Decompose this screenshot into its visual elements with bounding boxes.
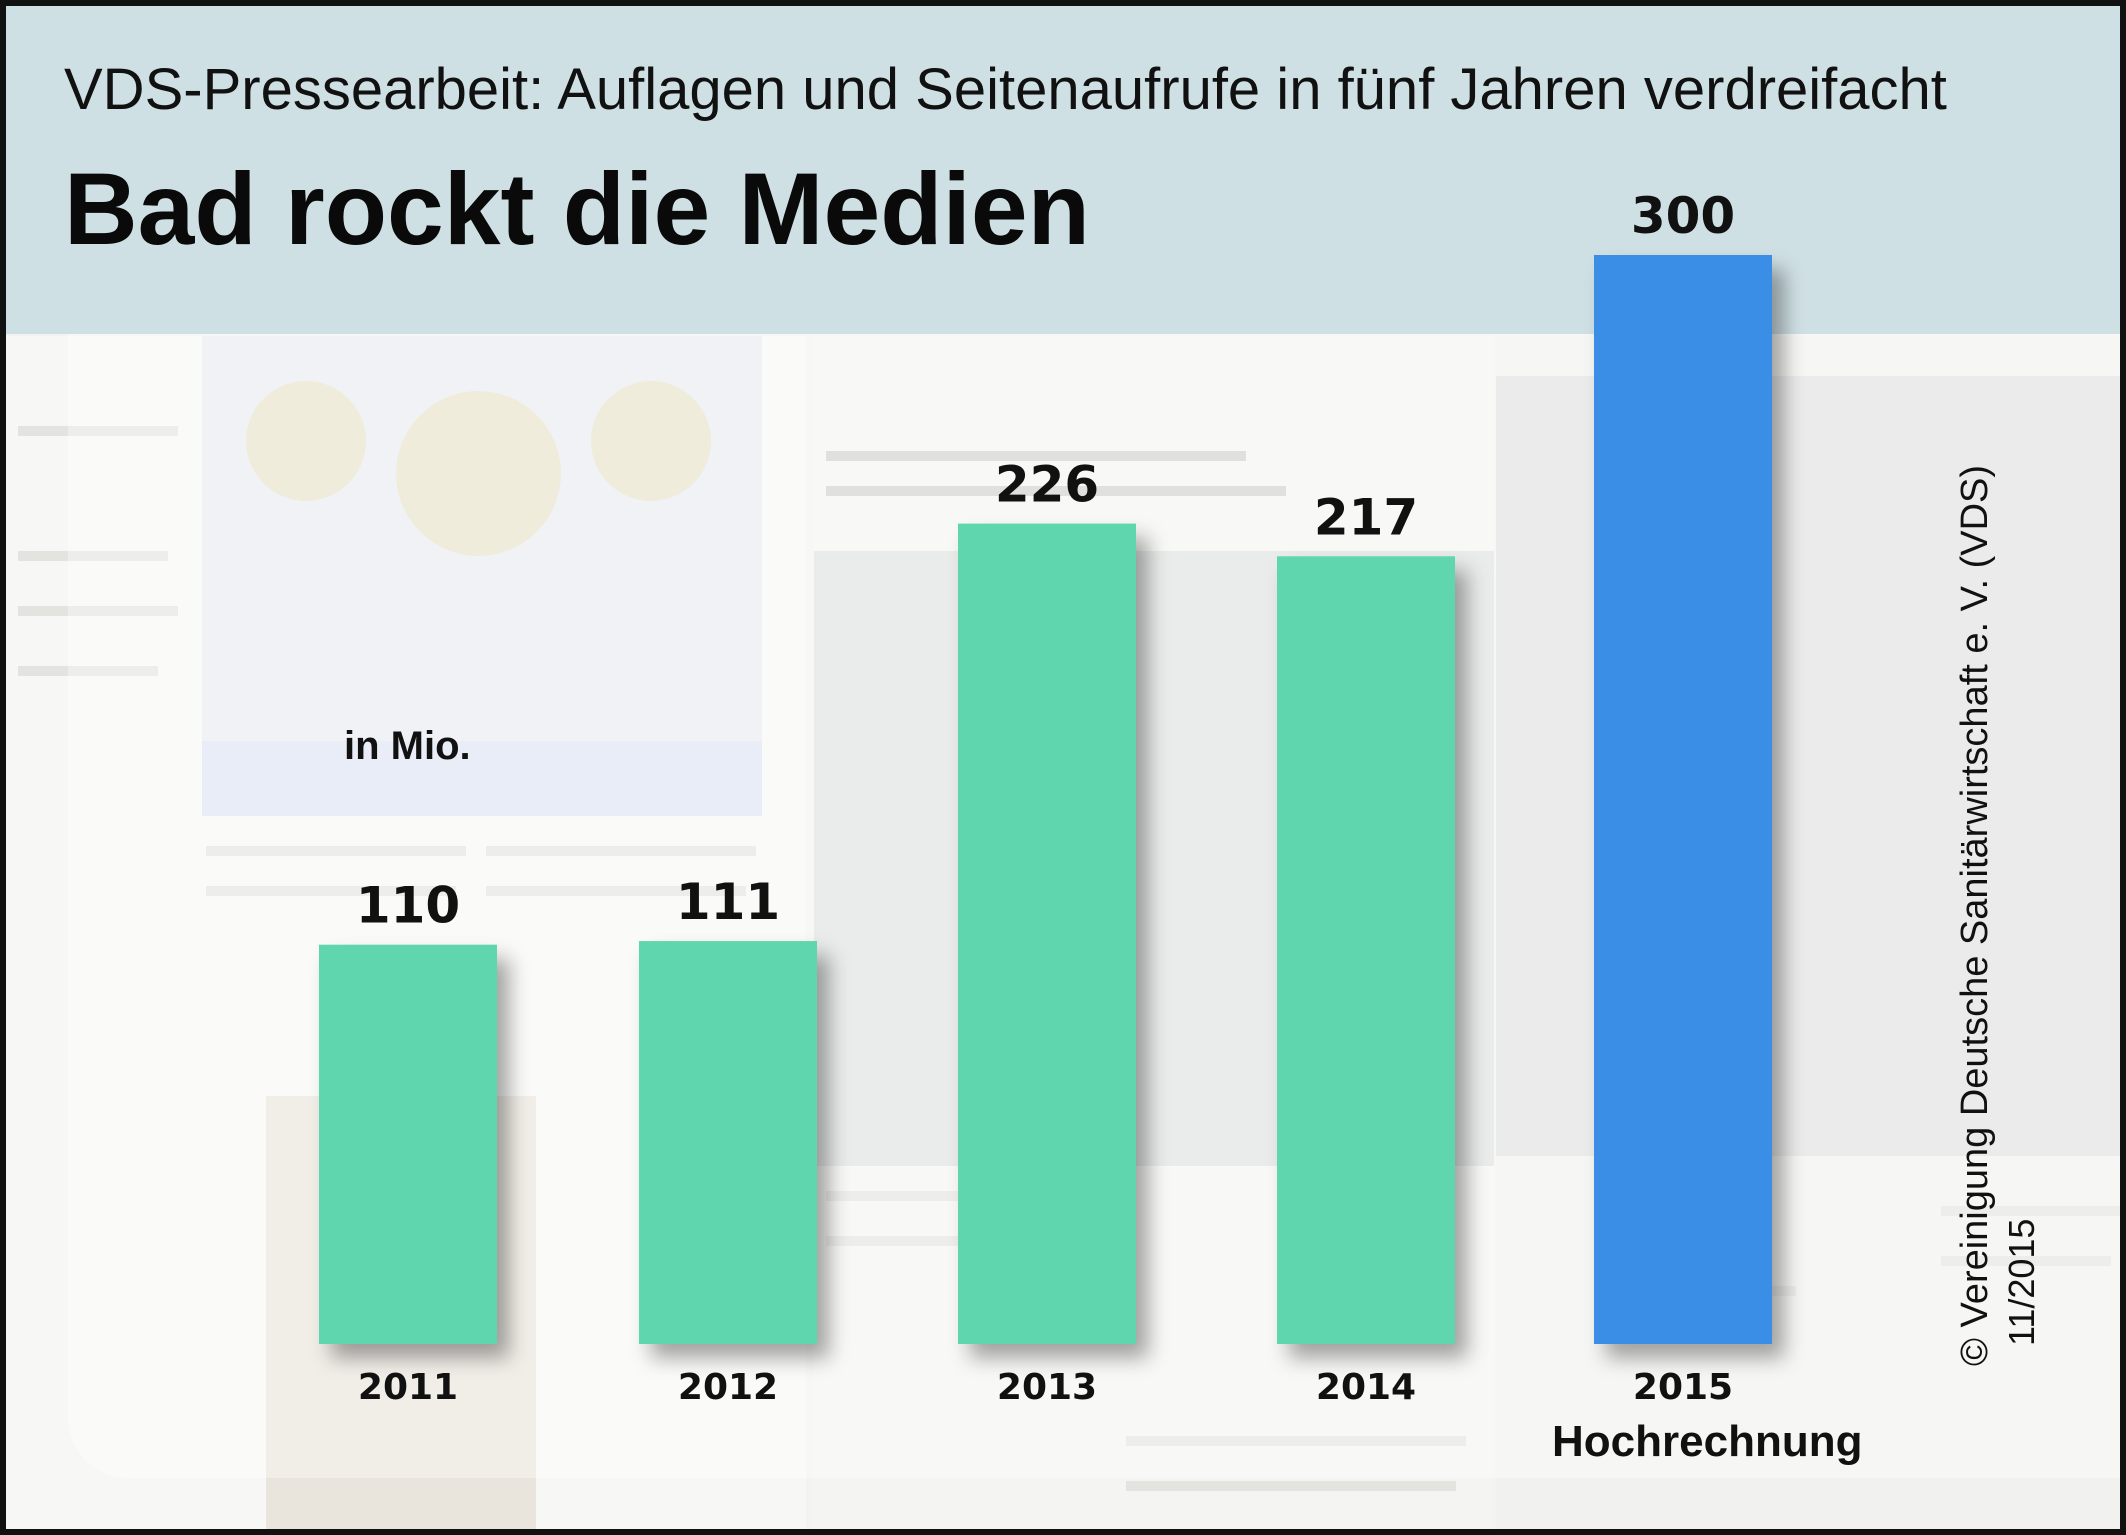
collage-text-line <box>1126 1436 1466 1446</box>
collage-text-line <box>486 846 756 856</box>
collage-text-line <box>1126 1481 1456 1491</box>
chart-title: Bad rockt die Medien <box>64 152 1090 266</box>
bar-value-label-2013: 226 <box>995 456 1099 514</box>
collage-text-line <box>486 886 746 896</box>
bar-2013 <box>958 523 1136 1344</box>
value-labels-layer: 110 111 226 217 300 <box>356 187 1735 935</box>
collage-text-line <box>18 426 178 436</box>
collage-text-line <box>826 486 1286 496</box>
bar-2014 <box>1277 556 1455 1344</box>
bar-value-label-2012: 111 <box>676 873 780 931</box>
collage-text-line <box>1941 1206 2120 1216</box>
bar-chart: 110 111 226 217 300 2011 2012 2013 2014 2015 <box>319 187 1772 1408</box>
unit-label: in Mio. <box>344 724 471 768</box>
bar-2011 <box>319 944 497 1344</box>
chart-subtitle: VDS-Pressearbeit: Auflagen und Seitenauf… <box>64 57 1947 122</box>
bar-2012 <box>639 941 817 1344</box>
date-note: 11/2015 <box>2001 1218 2042 1346</box>
bar-2015 <box>1594 255 1772 1344</box>
collage-pie-left <box>246 381 366 501</box>
collage-text-line <box>206 886 456 896</box>
collage-pie-center <box>396 391 561 556</box>
year-label-2014: 2014 <box>1316 1367 1416 1408</box>
year-label-2012: 2012 <box>678 1367 778 1408</box>
collage-text-line <box>18 606 178 616</box>
collage-caption-strip <box>202 741 762 816</box>
collage-text-line <box>1941 1256 2111 1266</box>
collage-text-line <box>18 666 158 676</box>
collage-pie-right <box>591 381 711 501</box>
year-label-2013: 2013 <box>997 1367 1097 1408</box>
year-labels-layer: 2011 2012 2013 2014 2015 <box>358 1367 1733 1408</box>
collage-text-line <box>18 551 168 561</box>
bar-value-label-2011: 110 <box>356 877 460 935</box>
bar-value-label-2014: 217 <box>1314 488 1418 546</box>
copyright-note: © Vereinigung Deutsche Sanitärwirtschaft… <box>1954 464 1996 1366</box>
year-label-2011: 2011 <box>358 1367 458 1408</box>
collage-text-line <box>826 451 1246 461</box>
year-label-2015: 2015 <box>1633 1367 1733 1408</box>
collage-text-line <box>206 846 466 856</box>
bars-layer <box>319 255 1772 1344</box>
projection-annotation: Hochrechnung <box>1552 1417 1863 1466</box>
bar-value-label-2015: 300 <box>1631 187 1735 245</box>
